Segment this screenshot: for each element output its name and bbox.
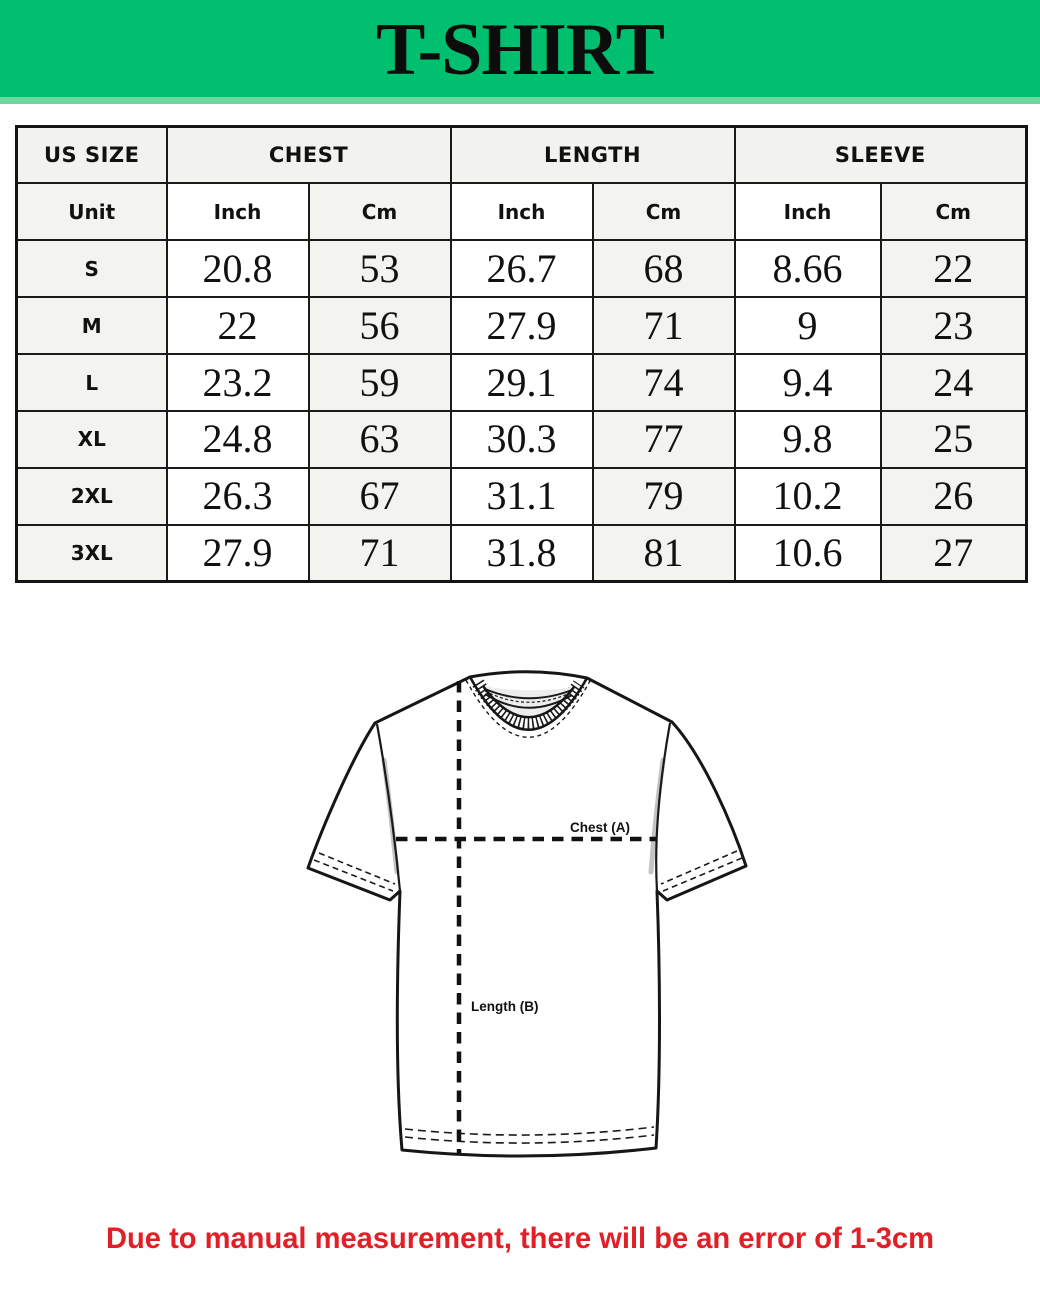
measurement-value: 26.7 [449,239,594,299]
title-banner [0,0,1040,97]
measurement-value: 77 [591,409,736,469]
unit-label: Inch [733,182,882,242]
armhole-seam-right [655,722,672,892]
size-label: L [15,353,168,412]
measurement-value: 29.1 [449,353,594,412]
measurement-value: 22 [879,239,1028,299]
measurement-value: 63 [307,409,452,469]
table-row-l: L 23.2 59 29.1 74 9.4 24 [15,353,1028,412]
measurement-value: 9.8 [733,409,882,469]
cuff-stitching [313,850,743,892]
measurement-value: 67 [307,466,452,526]
measurement-value: 68 [591,239,736,299]
unit-label: Inch [165,182,310,242]
collar-outer-edge [468,676,589,731]
size-label: M [15,296,168,356]
size-label: 3XL [15,523,168,583]
measurement-value: 20.8 [165,239,310,299]
table-row-m: M 22 56 27.9 71 9 23 [15,296,1028,356]
length-label: Length (B) [471,999,538,1014]
measurement-value: 79 [591,466,736,526]
title-banner-strip [0,97,1040,104]
measurement-value: 81 [591,523,736,583]
unit-label: Cm [307,182,452,242]
page-title: T-SHIRT [376,9,665,91]
measurement-value: 56 [307,296,452,356]
measurement-value: 31.1 [449,466,594,526]
measurement-note: Due to manual measurement, there will be… [106,1222,934,1255]
size-label: S [15,239,168,299]
size-chart-table: US SIZE CHEST LENGTH SLEEVE Unit Inch Cm… [15,125,1029,584]
measurement-value: 71 [307,523,452,583]
measurement-value: 24.8 [165,409,310,469]
table-row-xl: XL 24.8 63 30.3 77 9.8 25 [15,409,1028,469]
armhole-seam-left [375,723,402,892]
table-row-3xl: 3XL 27.9 71 31.8 81 10.6 27 [15,523,1028,583]
measurement-value: 22 [165,296,310,356]
unit-label: Unit [15,182,168,242]
table-row-s: S 20.8 53 26.7 68 8.66 22 [15,239,1028,299]
collar-inner-edge [481,685,576,719]
col-header-chest: CHEST [165,125,452,185]
hem-stitching [404,1126,655,1144]
col-header-sleeve: SLEEVE [733,125,1028,185]
measurement-value: 27.9 [165,523,310,583]
measurement-value: 24 [879,353,1028,412]
measurement-value: 10.6 [733,523,882,583]
unit-label: Cm [879,182,1028,242]
col-header-length: LENGTH [449,125,736,185]
table-row-2xl: 2XL 26.3 67 31.1 79 10.2 26 [15,466,1028,526]
col-header-us-size: US SIZE [15,125,168,185]
measurement-value: 8.66 [733,239,882,299]
measurement-value: 59 [307,353,452,412]
measurement-value: 71 [591,296,736,356]
unit-label: Cm [591,182,736,242]
unit-row: Unit Inch Cm Inch Cm Inch Cm [15,182,1028,242]
measurement-value: 23 [879,296,1028,356]
collar-ribbing [472,679,585,730]
measurement-value: 27.9 [449,296,594,356]
size-label: 2XL [15,466,168,526]
chest-label: Chest (A) [570,820,630,835]
measurement-value: 26 [879,466,1028,526]
tshirt-outline [306,670,748,1158]
group-header-row: US SIZE CHEST LENGTH SLEEVE [15,125,1028,185]
measurement-value: 31.8 [449,523,594,583]
measurement-value: 23.2 [165,353,310,412]
measurement-value: 10.2 [733,466,882,526]
measurement-value: 25 [879,409,1028,469]
tshirt-diagram: Chest (A) Length (B) [280,660,760,1168]
unit-label: Inch [449,182,594,242]
measurement-value: 26.3 [165,466,310,526]
measurement-value: 53 [307,239,452,299]
measurement-value: 74 [591,353,736,412]
measurement-value: 9.4 [733,353,882,412]
measurement-value: 27 [879,523,1028,583]
measurement-value: 9 [733,296,882,356]
size-label: XL [15,409,168,469]
measurement-value: 30.3 [449,409,594,469]
